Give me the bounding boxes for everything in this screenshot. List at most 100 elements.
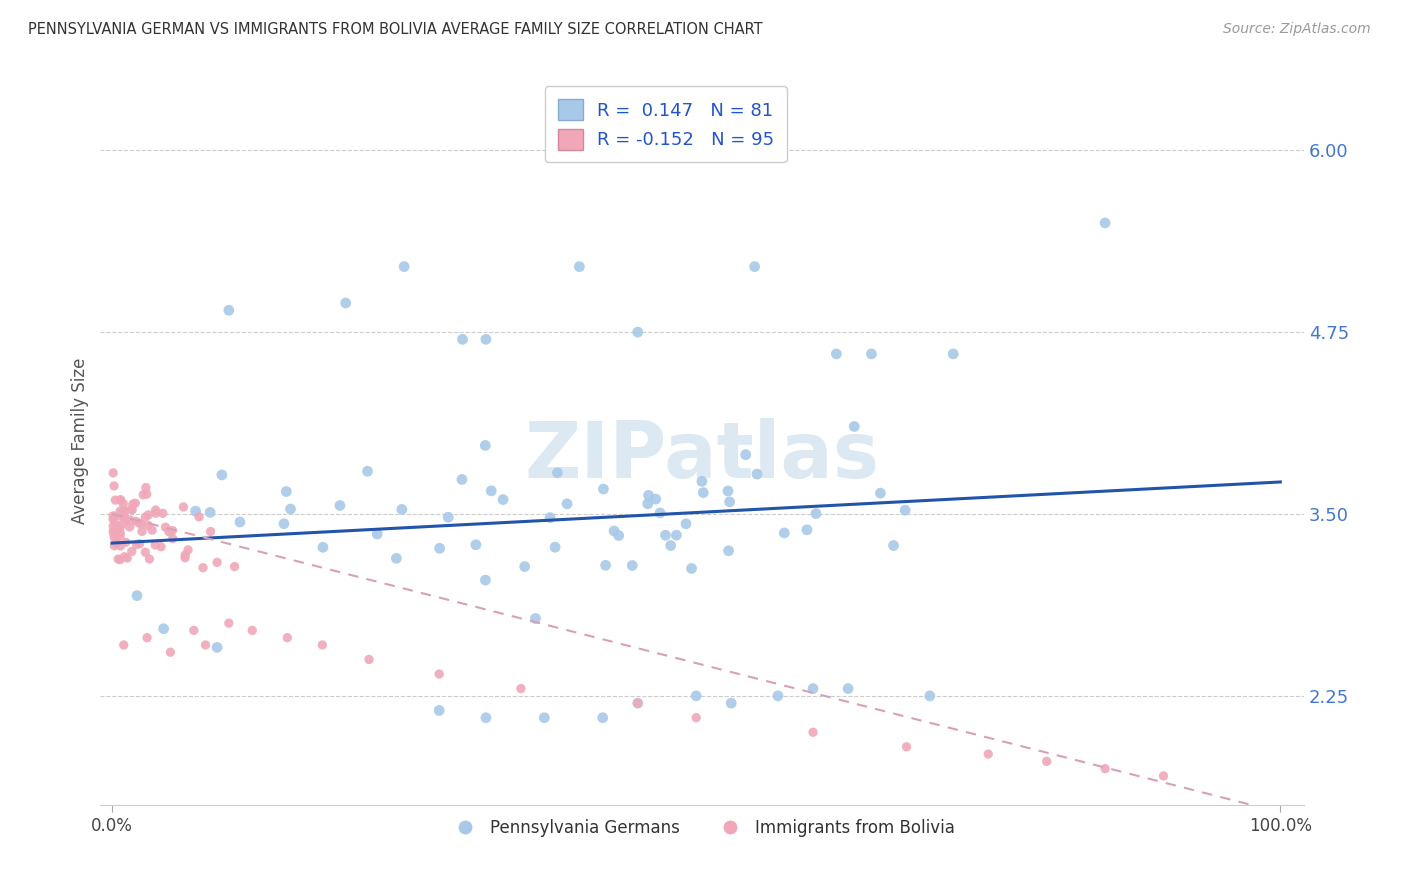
Point — [474, 438, 496, 452]
Point — [392, 260, 415, 274]
Point — [592, 711, 614, 725]
Point — [138, 552, 160, 566]
Point — [555, 497, 578, 511]
Point — [124, 496, 146, 510]
Point — [103, 524, 125, 539]
Point — [356, 464, 378, 478]
Point — [513, 559, 536, 574]
Point — [659, 539, 682, 553]
Point — [110, 525, 132, 540]
Point — [685, 711, 707, 725]
Point — [103, 526, 125, 541]
Point — [205, 640, 228, 655]
Point — [883, 539, 905, 553]
Point — [224, 559, 246, 574]
Point — [115, 551, 138, 566]
Point — [717, 543, 740, 558]
Point — [627, 696, 650, 710]
Point — [138, 518, 160, 533]
Point — [110, 493, 132, 508]
Point — [860, 347, 883, 361]
Point — [621, 558, 644, 573]
Point — [211, 467, 233, 482]
Point — [125, 589, 148, 603]
Point — [121, 497, 143, 511]
Point — [607, 528, 630, 542]
Point — [627, 325, 650, 339]
Point — [675, 516, 697, 531]
Point — [894, 503, 917, 517]
Point — [110, 492, 132, 507]
Point — [115, 512, 138, 526]
Point — [103, 531, 125, 545]
Point — [276, 484, 298, 499]
Point — [103, 508, 125, 523]
Point — [174, 548, 197, 562]
Point — [177, 542, 200, 557]
Point — [184, 504, 207, 518]
Point — [103, 511, 125, 525]
Point — [125, 514, 148, 528]
Point — [592, 482, 614, 496]
Point — [475, 332, 498, 346]
Point — [654, 528, 676, 542]
Point — [103, 519, 125, 533]
Point — [191, 560, 214, 574]
Point — [869, 486, 891, 500]
Point — [105, 534, 128, 549]
Point — [200, 524, 222, 539]
Point — [311, 638, 333, 652]
Point — [801, 681, 824, 696]
Point — [104, 527, 127, 541]
Point — [427, 703, 450, 717]
Point — [533, 711, 555, 725]
Point — [112, 504, 135, 518]
Point — [218, 616, 240, 631]
Point — [690, 475, 713, 489]
Point — [524, 611, 547, 625]
Point — [121, 544, 143, 558]
Point — [329, 499, 352, 513]
Point — [110, 509, 132, 524]
Point — [665, 528, 688, 542]
Point — [918, 689, 941, 703]
Point — [744, 260, 766, 274]
Point — [103, 479, 125, 493]
Point — [427, 667, 450, 681]
Legend: Pennsylvania Germans, Immigrants from Bolivia: Pennsylvania Germans, Immigrants from Bo… — [441, 813, 962, 844]
Point — [132, 488, 155, 502]
Point — [103, 539, 125, 553]
Point — [104, 493, 127, 508]
Point — [114, 511, 136, 525]
Point — [648, 506, 671, 520]
Point — [479, 483, 502, 498]
Point — [773, 525, 796, 540]
Point — [112, 497, 135, 511]
Point — [276, 631, 298, 645]
Point — [1035, 755, 1057, 769]
Point — [145, 503, 167, 517]
Point — [745, 467, 768, 482]
Point — [110, 528, 132, 542]
Point — [942, 347, 965, 361]
Point — [366, 527, 388, 541]
Point — [492, 492, 515, 507]
Point — [718, 495, 741, 509]
Point — [977, 747, 1000, 761]
Point — [107, 552, 129, 566]
Point — [464, 538, 486, 552]
Point — [692, 485, 714, 500]
Point — [844, 419, 866, 434]
Point — [568, 260, 591, 274]
Point — [637, 497, 659, 511]
Point — [152, 622, 174, 636]
Point — [129, 516, 152, 531]
Point — [108, 521, 131, 535]
Point — [112, 638, 135, 652]
Point — [595, 558, 617, 573]
Point — [437, 510, 460, 524]
Point — [429, 541, 451, 556]
Point — [149, 540, 172, 554]
Point — [717, 483, 740, 498]
Point — [825, 347, 848, 361]
